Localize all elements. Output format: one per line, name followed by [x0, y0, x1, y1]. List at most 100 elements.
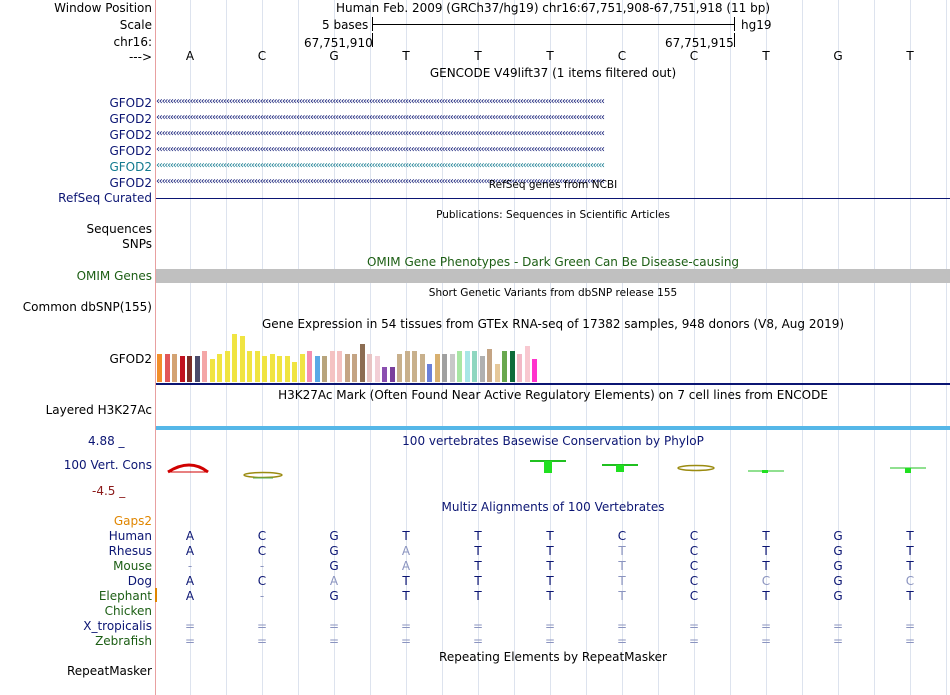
gencode-track-label[interactable]: GFOD2 — [109, 144, 152, 158]
gtex-tissue-bar[interactable] — [502, 351, 507, 382]
alignment-base: C — [257, 529, 267, 543]
gtex-tissue-bar[interactable] — [397, 354, 402, 382]
omim-gene-block[interactable] — [156, 269, 950, 283]
gtex-tissue-bar[interactable] — [434, 354, 440, 382]
species-label-zebrafish[interactable]: Zebrafish — [95, 634, 152, 648]
gtex-tissue-bar[interactable] — [442, 354, 447, 382]
gtex-track-label[interactable]: GFOD2 — [109, 352, 152, 366]
gtex-tissue-bar[interactable] — [472, 351, 477, 382]
phylop-mark-9 — [748, 470, 784, 473]
gtex-tissue-bar[interactable] — [419, 354, 425, 382]
phylop-track-label[interactable]: 100 Vert. Cons — [63, 458, 152, 472]
gtex-tissue-bar[interactable] — [427, 364, 432, 382]
gtex-tissue-bar[interactable] — [247, 351, 252, 382]
gencode-track-label[interactable]: GFOD2 — [109, 96, 152, 110]
gtex-tissue-bar[interactable] — [374, 356, 380, 382]
species-label-elephant[interactable]: Elephant — [98, 589, 152, 603]
omim-track-title[interactable]: OMIM Gene Phenotypes - Dark Green Can Be… — [366, 255, 740, 269]
gtex-tissue-bar[interactable] — [367, 354, 372, 382]
gtex-tissue-bar[interactable] — [269, 354, 275, 382]
gtex-tissue-bar[interactable] — [217, 354, 222, 382]
gtex-tissue-bar[interactable] — [479, 356, 485, 382]
gencode-transcript[interactable]: ‹‹‹‹‹‹‹‹‹‹‹‹‹‹‹‹‹‹‹‹‹‹‹‹‹‹‹‹‹‹‹‹‹‹‹‹‹‹‹‹… — [156, 112, 605, 123]
gtex-tissue-bar[interactable] — [157, 354, 162, 382]
gtex-tissue-bar[interactable] — [224, 351, 230, 382]
gencode-transcript[interactable]: ‹‹‹‹‹‹‹‹‹‹‹‹‹‹‹‹‹‹‹‹‹‹‹‹‹‹‹‹‹‹‹‹‹‹‹‹‹‹‹‹… — [156, 96, 605, 107]
omim-track-label[interactable]: OMIM Genes — [76, 269, 152, 283]
dbsnp-track-title[interactable]: Short Genetic Variants from dbSNP releas… — [428, 287, 678, 299]
phylop-track-title[interactable]: 100 vertebrates Basewise Conservation by… — [402, 434, 704, 448]
repeatmasker-track-label[interactable]: RepeatMasker — [66, 664, 152, 678]
gtex-tissue-bar[interactable] — [352, 354, 357, 382]
gtex-tissue-bar[interactable] — [292, 362, 297, 382]
gtex-tissue-bar[interactable] — [359, 344, 365, 382]
gtex-tissue-bar[interactable] — [179, 356, 185, 382]
gtex-tissue-bar[interactable] — [337, 351, 342, 382]
gtex-tissue-bar[interactable] — [172, 354, 177, 382]
gtex-tissue-bar[interactable] — [239, 336, 245, 382]
gtex-tissue-bar[interactable] — [299, 354, 305, 382]
species-label-chicken[interactable]: Chicken — [104, 604, 152, 618]
gtex-tissue-bar[interactable] — [164, 354, 170, 382]
species-label-mouse[interactable]: Mouse — [113, 559, 152, 573]
gtex-expression-chart[interactable] — [156, 331, 537, 382]
gencode-transcript[interactable]: ‹‹‹‹‹‹‹‹‹‹‹‹‹‹‹‹‹‹‹‹‹‹‹‹‹‹‹‹‹‹‹‹‹‹‹‹‹‹‹‹… — [156, 144, 605, 155]
snps-track-label[interactable]: SNPs — [122, 237, 152, 251]
gtex-tissue-bar[interactable] — [532, 359, 537, 382]
species-label-rhesus[interactable]: Rhesus — [108, 544, 152, 558]
dbsnp-track-label[interactable]: Common dbSNP(155) — [22, 300, 152, 314]
species-label-x_tropicalis[interactable]: X_tropicalis — [83, 619, 152, 633]
publications-track-label[interactable]: Sequences — [86, 222, 152, 236]
gtex-tissue-bar[interactable] — [404, 351, 410, 382]
gtex-tissue-bar[interactable] — [262, 356, 267, 382]
gtex-tissue-bar[interactable] — [494, 364, 500, 382]
phylop-conservation-plot[interactable] — [156, 448, 950, 488]
alignment-base: T — [474, 559, 482, 573]
publications-track-title[interactable]: Publications: Sequences in Scientific Ar… — [436, 209, 670, 221]
gencode-track-label[interactable]: GFOD2 — [109, 176, 152, 190]
gtex-tissue-bar[interactable] — [187, 356, 192, 382]
species-label-dog[interactable]: Dog — [127, 574, 152, 588]
gtex-tissue-bar[interactable] — [449, 354, 455, 382]
gtex-tissue-bar[interactable] — [382, 367, 387, 382]
gencode-track-label[interactable]: GFOD2 — [109, 160, 152, 174]
gtex-tissue-bar[interactable] — [524, 346, 530, 382]
refseq-track-label[interactable]: RefSeq Curated — [58, 191, 152, 205]
gtex-tissue-bar[interactable] — [322, 356, 327, 382]
gtex-tissue-bar[interactable] — [389, 367, 395, 382]
gtex-tissue-bar[interactable] — [509, 351, 515, 382]
gtex-tissue-bar[interactable] — [329, 351, 335, 382]
gtex-tissue-bar[interactable] — [202, 351, 207, 382]
gtex-tissue-bar[interactable] — [194, 356, 200, 382]
gtex-tissue-bar[interactable] — [412, 351, 417, 382]
gtex-tissue-bar[interactable] — [284, 356, 290, 382]
refseq-gene-line[interactable] — [156, 198, 950, 199]
gtex-tissue-bar[interactable] — [209, 359, 215, 382]
gtex-tissue-bar[interactable] — [464, 351, 470, 382]
gtex-tissue-bar[interactable] — [344, 354, 350, 382]
gencode-track-label[interactable]: GFOD2 — [109, 128, 152, 142]
gtex-gene-bar[interactable] — [156, 383, 950, 385]
gtex-tissue-bar[interactable] — [314, 356, 320, 382]
gtex-tissue-bar[interactable] — [517, 354, 522, 382]
gtex-tissue-bar[interactable] — [254, 351, 260, 382]
gtex-tissue-bar[interactable] — [487, 349, 492, 382]
gencode-transcript[interactable]: ‹‹‹‹‹‹‹‹‹‹‹‹‹‹‹‹‹‹‹‹‹‹‹‹‹‹‹‹‹‹‹‹‹‹‹‹‹‹‹‹… — [156, 128, 605, 139]
gencode-transcript[interactable]: ‹‹‹‹‹‹‹‹‹‹‹‹‹‹‹‹‹‹‹‹‹‹‹‹‹‹‹‹‹‹‹‹‹‹‹‹‹‹‹‹… — [156, 160, 605, 171]
h3k27ac-track-label[interactable]: Layered H3K27Ac — [45, 403, 152, 417]
refseq-track-title[interactable]: RefSeq genes from NCBI — [488, 179, 618, 191]
gencode-transcript[interactable]: ‹‹‹‹‹‹‹‹‹‹‹‹‹‹‹‹‹‹‹‹‹‹‹‹‹‹‹‹‹‹‹‹‹‹‹‹‹‹‹‹… — [156, 176, 605, 187]
gencode-track-label[interactable]: GFOD2 — [109, 112, 152, 126]
h3k27ac-signal[interactable] — [156, 426, 950, 430]
gtex-tissue-bar[interactable] — [457, 351, 462, 382]
multiz-track-title[interactable]: Multiz Alignments of 100 Vertebrates — [441, 500, 665, 514]
h3k27ac-track-title[interactable]: H3K27Ac Mark (Often Found Near Active Re… — [278, 388, 828, 402]
gtex-tissue-bar[interactable] — [277, 356, 282, 382]
gencode-track-title[interactable]: GENCODE V49lift37 (1 items filtered out) — [429, 66, 677, 80]
gtex-tissue-bar[interactable] — [307, 351, 312, 382]
gtex-track-title[interactable]: Gene Expression in 54 tissues from GTEx … — [261, 317, 845, 331]
gtex-tissue-bar[interactable] — [232, 334, 237, 382]
species-label-human[interactable]: Human — [108, 529, 152, 543]
repeatmasker-track-title[interactable]: Repeating Elements by RepeatMasker — [439, 650, 667, 664]
gaps-track-label[interactable]: Gaps2 — [113, 514, 152, 528]
